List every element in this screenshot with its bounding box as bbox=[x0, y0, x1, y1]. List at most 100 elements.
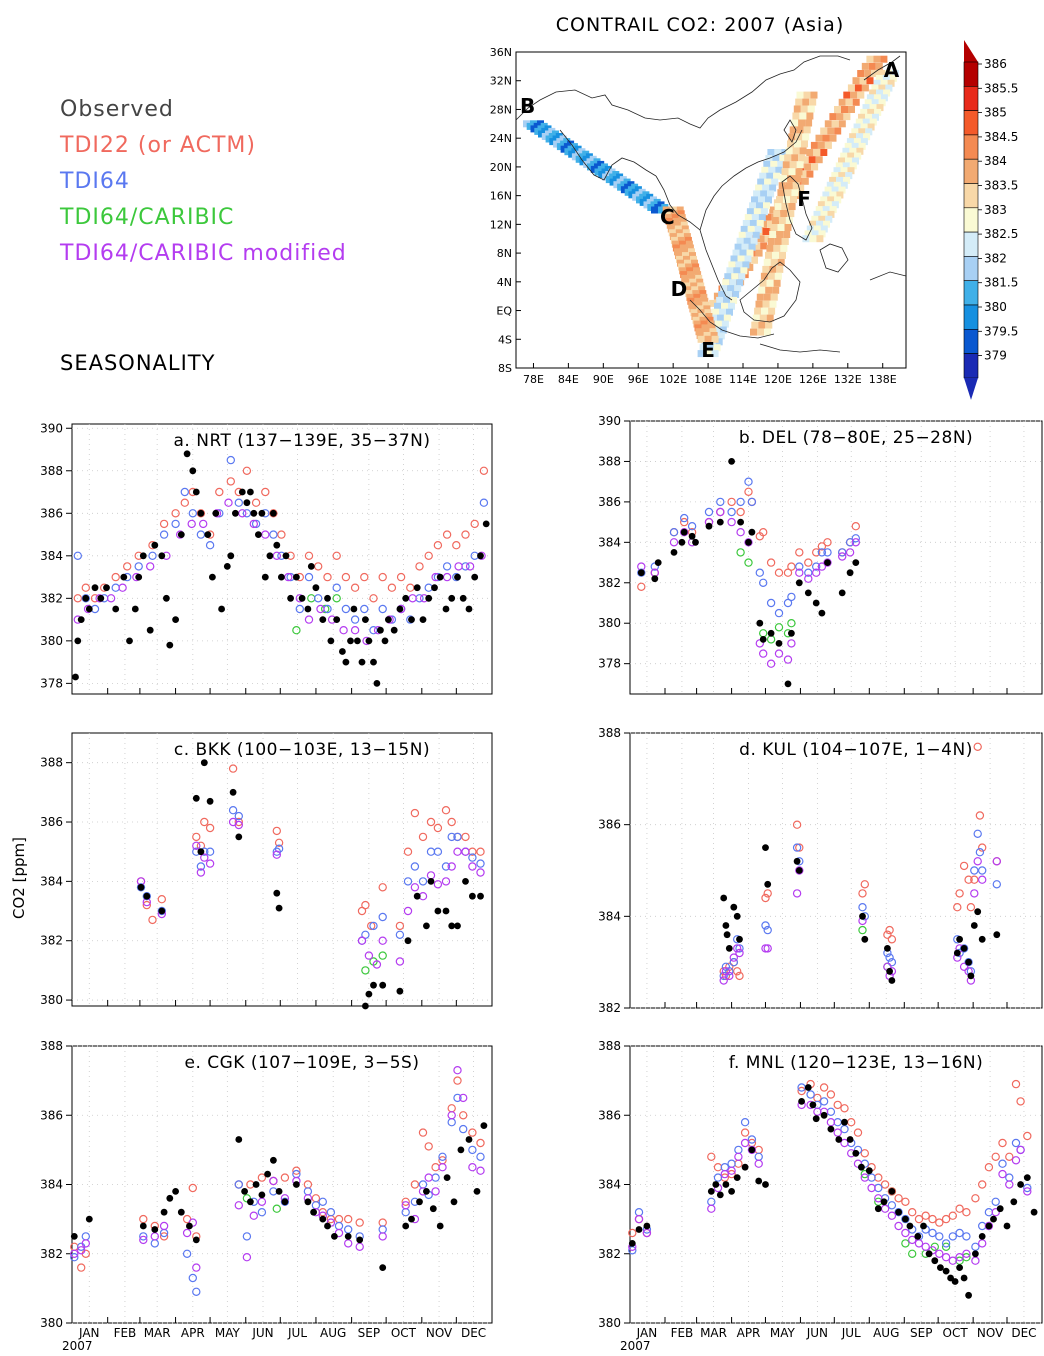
observed-point bbox=[733, 1174, 741, 1181]
caribic-modified-point bbox=[998, 1169, 1007, 1179]
tdi22-point bbox=[234, 817, 243, 827]
tdi22-point bbox=[157, 895, 166, 904]
tdi64-point bbox=[476, 1152, 485, 1162]
map-cell bbox=[825, 215, 833, 223]
tdi22-point bbox=[766, 558, 776, 567]
observed-point bbox=[736, 935, 743, 943]
map-cell bbox=[784, 224, 792, 231]
tdi22-point bbox=[200, 817, 209, 827]
map-cell bbox=[674, 248, 681, 256]
map-cell bbox=[849, 162, 857, 170]
map-cell bbox=[872, 113, 879, 121]
map-cell bbox=[749, 220, 757, 227]
observed-point bbox=[319, 616, 327, 623]
tdi22-point bbox=[424, 1142, 433, 1151]
tdi64-point bbox=[792, 843, 802, 852]
caribic-modified-point bbox=[465, 562, 475, 571]
map-cell bbox=[675, 229, 683, 237]
caribic-modified-point bbox=[727, 517, 736, 527]
map-cell bbox=[836, 113, 844, 121]
observed-point bbox=[350, 605, 358, 613]
colorbar-label: 382 bbox=[984, 251, 1007, 265]
tdi64-point bbox=[182, 1249, 192, 1259]
observed-point bbox=[784, 680, 792, 688]
observed-point bbox=[362, 1002, 369, 1010]
observed-point bbox=[865, 1167, 873, 1175]
tdi64-point bbox=[314, 594, 323, 603]
coastlines bbox=[515, 55, 907, 353]
map-cell bbox=[806, 170, 814, 178]
map-cell bbox=[662, 206, 670, 214]
observed-point bbox=[404, 937, 412, 945]
map-cell bbox=[707, 320, 715, 328]
tdi22-point bbox=[476, 1138, 485, 1148]
tdi22-point bbox=[433, 823, 443, 833]
tdi22-point bbox=[792, 820, 802, 829]
map-cell bbox=[583, 160, 591, 168]
map-cell bbox=[756, 293, 764, 301]
tdi64-point bbox=[468, 1145, 477, 1155]
map-cell bbox=[728, 302, 735, 310]
colorbar-segment bbox=[963, 328, 979, 354]
observed-point bbox=[344, 1233, 352, 1240]
map-cell bbox=[643, 201, 651, 209]
tdi22-point bbox=[707, 1152, 716, 1162]
map-cell bbox=[878, 70, 885, 77]
caribic-modified-point bbox=[272, 850, 281, 859]
observed-point bbox=[166, 1194, 174, 1202]
map-cell bbox=[713, 292, 721, 300]
y-tick-label: 378 bbox=[598, 657, 621, 671]
caribic-modified-point bbox=[182, 1228, 192, 1238]
tdi22-point bbox=[148, 915, 157, 925]
caribic-modified-point bbox=[948, 1256, 958, 1265]
map-cell bbox=[757, 328, 764, 336]
observed-point bbox=[884, 945, 891, 952]
map-cell bbox=[774, 149, 782, 156]
observed-point bbox=[972, 1250, 979, 1258]
map-cell bbox=[702, 301, 710, 309]
observed-point bbox=[151, 1226, 159, 1233]
colorbar-label: 381.5 bbox=[984, 276, 1018, 290]
observed-point bbox=[651, 575, 659, 583]
map-lat-label: 24N bbox=[490, 132, 512, 145]
tdi22-point bbox=[171, 509, 180, 518]
caribic-modified-point bbox=[901, 1228, 910, 1238]
map-cell bbox=[695, 301, 703, 309]
map-cell bbox=[746, 264, 754, 271]
observed-point bbox=[324, 594, 331, 602]
map-cell bbox=[867, 123, 875, 131]
observed-point bbox=[278, 573, 285, 581]
observed-point bbox=[273, 541, 281, 549]
map-lat-label: 28N bbox=[490, 103, 512, 116]
caribic-modified-point bbox=[139, 1235, 148, 1245]
tdi64-point bbox=[304, 572, 314, 582]
colorbar-segment bbox=[963, 86, 979, 111]
map-cell bbox=[758, 286, 766, 294]
map-cell bbox=[750, 328, 757, 336]
observed-point bbox=[741, 1163, 749, 1171]
map-cell bbox=[763, 258, 771, 266]
map-cell bbox=[836, 176, 844, 184]
tdi64-point bbox=[369, 921, 378, 931]
observed-point bbox=[960, 945, 968, 952]
tdi64-point bbox=[81, 594, 91, 603]
map-cell bbox=[697, 350, 705, 358]
y-tick-label: 386 bbox=[40, 1108, 63, 1122]
map-cell bbox=[719, 308, 726, 316]
map-region-label-B: B bbox=[520, 94, 535, 118]
observed-point bbox=[436, 1222, 444, 1230]
map-cell bbox=[816, 235, 824, 243]
map-cell bbox=[750, 237, 758, 245]
caribic-modified-point bbox=[378, 936, 387, 945]
y-tick-label: 380 bbox=[598, 616, 621, 630]
map-cell bbox=[827, 196, 835, 204]
tdi22-point bbox=[858, 889, 867, 898]
map-cell bbox=[613, 181, 621, 189]
observed-point bbox=[126, 637, 133, 645]
tdi64-point bbox=[744, 477, 753, 486]
observed-point bbox=[293, 573, 300, 581]
tdi22-point bbox=[735, 971, 744, 981]
map-cell bbox=[683, 255, 690, 263]
tdi64-point bbox=[763, 925, 772, 935]
